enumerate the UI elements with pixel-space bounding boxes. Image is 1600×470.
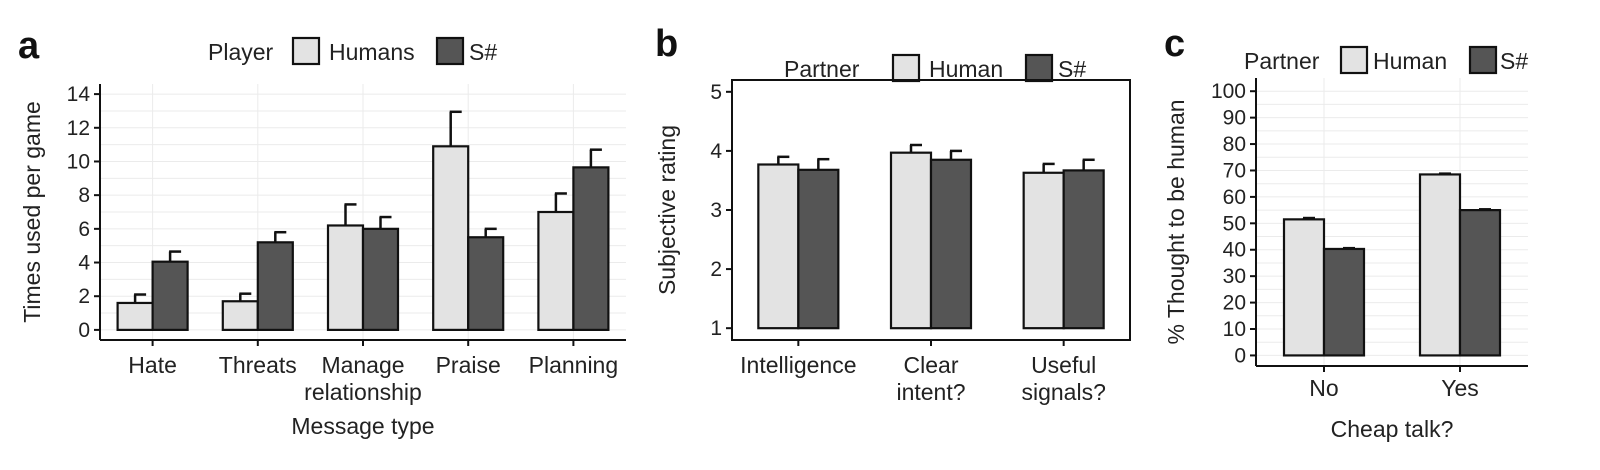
series-0: [116, 110, 575, 331]
legend-label: S#: [1500, 48, 1528, 74]
bar: [929, 158, 973, 330]
category-label: No: [1309, 375, 1338, 401]
y-tick-label: 4: [78, 252, 90, 275]
bar: [889, 151, 933, 330]
y-axis-title: % Thought to be human: [1163, 99, 1189, 344]
bar: [467, 236, 505, 331]
legend-swatch-human: [891, 53, 921, 83]
y-tick-label: 1: [710, 317, 722, 340]
bar: [432, 145, 470, 331]
legend-label: Human: [1373, 48, 1447, 74]
legend: Partner Human S#: [1244, 45, 1528, 75]
bar: [1322, 247, 1366, 357]
y-tick-label: 90: [1223, 107, 1246, 130]
y-tick-label: 4: [710, 140, 722, 163]
legend-title: Player: [208, 39, 274, 65]
bar: [797, 168, 840, 330]
panel-a: a Player Humans S# 0 2 4 6 8 10 12 14 Hate Threats Man…: [18, 25, 626, 439]
category-label: Manage relationship: [304, 352, 422, 405]
legend-title: Partner: [1244, 48, 1320, 74]
series-1: [151, 148, 610, 331]
bar: [151, 260, 189, 331]
legend-swatch-s: [1468, 45, 1498, 75]
y-axis-title: Subjective rating: [654, 125, 680, 295]
bar: [221, 300, 259, 331]
category-label: Hate: [128, 352, 177, 378]
y-tick-label: 80: [1223, 133, 1246, 156]
y-tick-label: 70: [1223, 159, 1246, 182]
panel-letter-b: b: [655, 23, 678, 65]
legend-swatch-humans: [291, 36, 321, 66]
bar: [256, 241, 294, 331]
series-0: [1282, 172, 1462, 357]
bar: [1458, 209, 1502, 357]
bar: [537, 210, 575, 331]
y-tick-label: 14: [67, 83, 91, 106]
series-0: [757, 143, 1065, 330]
legend-label: S#: [469, 39, 497, 65]
y-tick-label: 20: [1223, 292, 1246, 315]
y-tick-label: 60: [1223, 186, 1246, 209]
category-label: Praise: [436, 352, 501, 378]
bar: [757, 163, 800, 330]
series-1: [797, 149, 1105, 330]
y-tick-label: 30: [1223, 265, 1246, 288]
y-axis-title: Times used per game: [19, 101, 45, 323]
legend-swatch-s: [435, 36, 465, 66]
legend-title: Partner: [784, 56, 860, 82]
y-tick-label: 0: [78, 319, 90, 342]
legend: Player Humans S#: [208, 36, 497, 66]
legend-label: S#: [1058, 56, 1086, 82]
bar: [1062, 169, 1105, 330]
panel-b: b Partner Human S# 1 2 3 4 5 Intelligence Clear int…: [654, 23, 1131, 405]
legend-label: Human: [929, 56, 1003, 82]
y-tick-label: 10: [67, 150, 90, 173]
series-1: [1322, 208, 1502, 357]
bar: [326, 224, 365, 331]
category-label: Yes: [1441, 375, 1479, 401]
panel-letter-c: c: [1164, 23, 1185, 65]
category-label: Intelligence: [740, 352, 856, 378]
y-tick-label: 12: [67, 117, 90, 140]
category-label: Threats: [219, 352, 297, 378]
y-tick-label: 40: [1223, 239, 1246, 262]
legend-swatch-s: [1024, 53, 1054, 83]
y-tick-label: 8: [78, 184, 90, 207]
y-tick-label: 2: [78, 285, 90, 308]
bar: [572, 166, 610, 331]
y-tick-label: 6: [78, 218, 90, 241]
y-tick-label: 100: [1211, 80, 1246, 103]
y-tick-label: 0: [1234, 344, 1246, 367]
bar: [1418, 173, 1462, 357]
x-axis-title: Message type: [291, 413, 434, 439]
category-label: Planning: [529, 352, 619, 378]
y-tick-label: 10: [1223, 318, 1246, 341]
y-tick-label: 50: [1223, 212, 1246, 235]
panel-c: c Partner Human S# 0 10 20 30 40 50 60 70 80 90 100 No Y…: [1163, 23, 1528, 442]
y-tick-label: 5: [710, 81, 722, 104]
category-label: Useful signals?: [1021, 352, 1105, 405]
legend: Partner Human S#: [784, 53, 1086, 83]
legend-label: Humans: [329, 39, 415, 65]
bar: [1282, 218, 1326, 357]
category-label: Clear intent?: [896, 352, 965, 405]
y-tick-label: 2: [710, 258, 722, 281]
bar: [116, 301, 154, 331]
y-tick-label: 3: [710, 199, 722, 222]
bar: [361, 227, 400, 331]
bar: [1022, 171, 1065, 330]
panel-letter-a: a: [18, 25, 40, 67]
legend-swatch-human: [1339, 45, 1369, 75]
x-axis-title: Cheap talk?: [1331, 416, 1454, 442]
